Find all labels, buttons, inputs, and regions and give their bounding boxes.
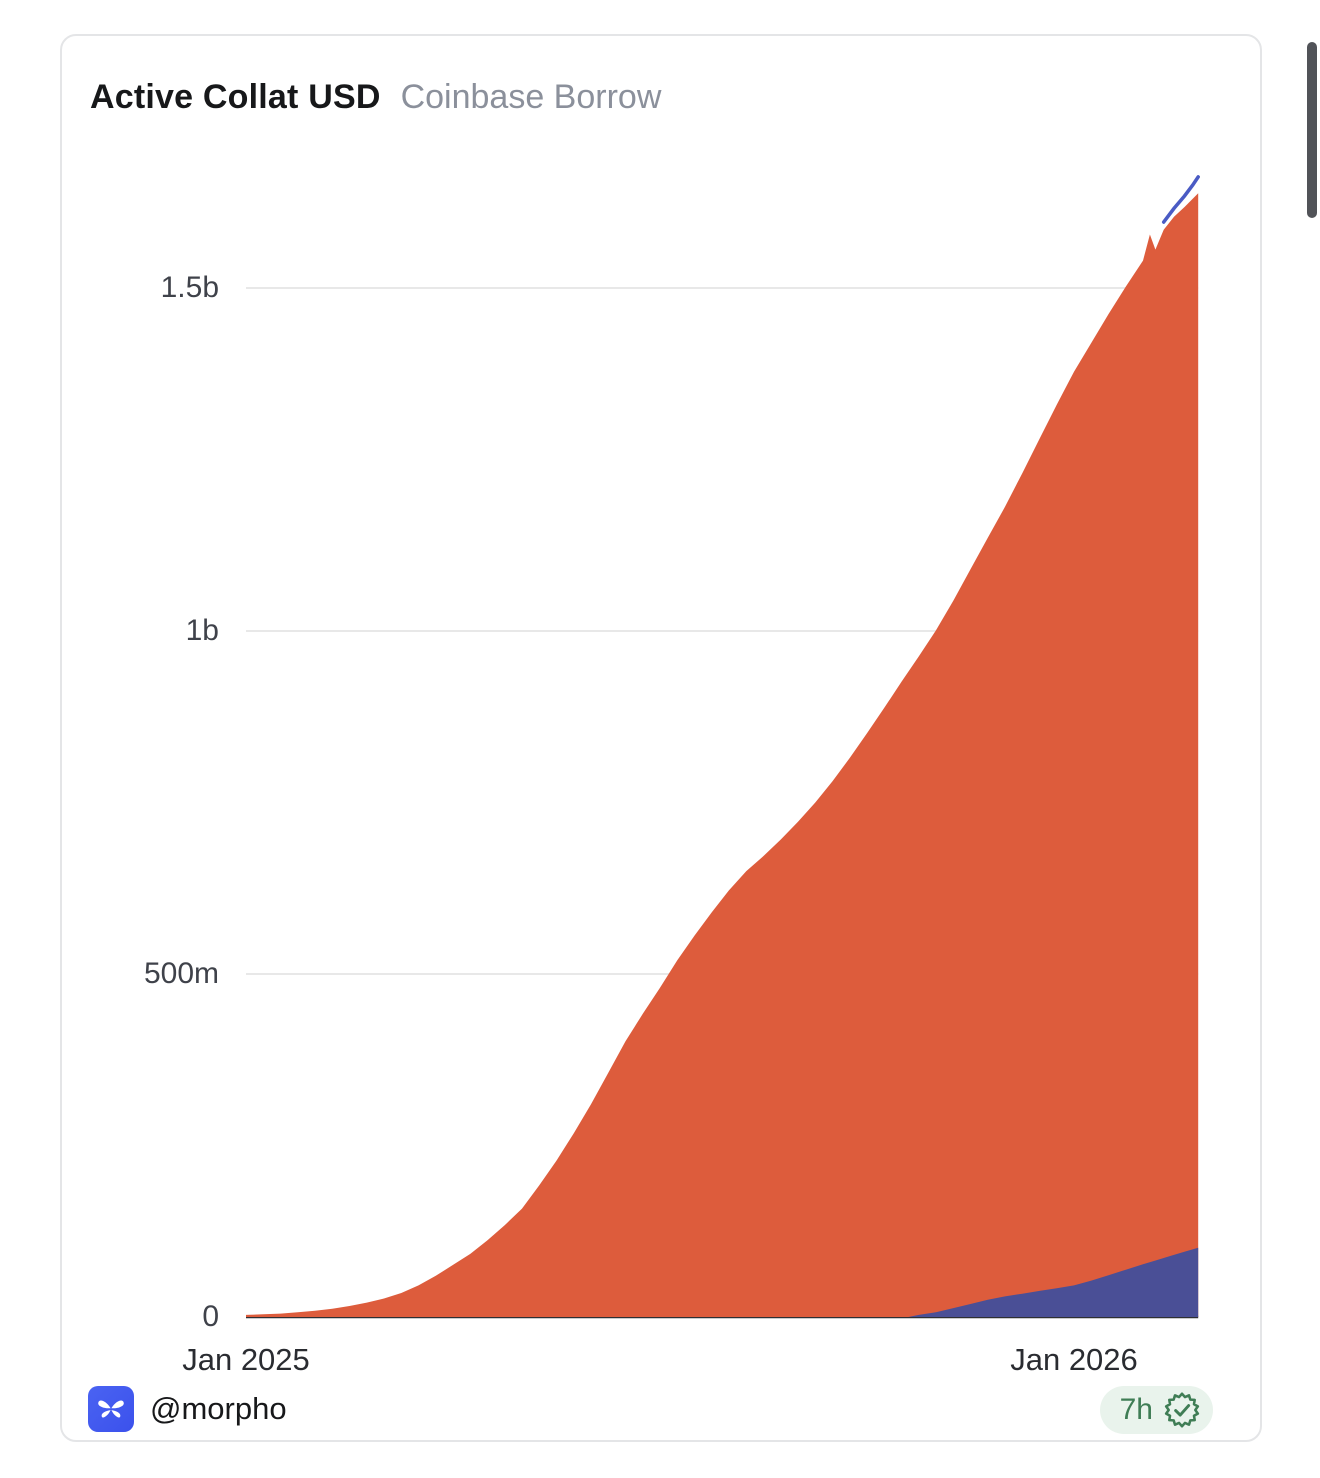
page-title: Active Collat USD [90,78,381,116]
chart-header: Active Collat USD Coinbase Borrow [90,78,661,117]
y-axis-label: 1b [185,614,219,647]
morpho-butterfly-icon [88,1386,134,1432]
y-axis-label: 1.5b [160,271,219,304]
scrollbar-thumb[interactable] [1307,42,1317,218]
author-handle[interactable]: @morpho [150,1391,287,1426]
y-axis-label: 0 [202,1300,219,1333]
chart-card[interactable]: Active Collat USD Coinbase Borrow 1.5b 1… [60,34,1262,1442]
chart-subtitle: Coinbase Borrow [400,78,662,116]
x-axis-label: Jan 2025 [182,1342,310,1377]
timestamp-text: 7h [1119,1393,1153,1426]
area-series-total [246,193,1199,1317]
area-series-secondary [908,1247,1199,1317]
timestamp-badge[interactable]: 7h [1099,1386,1213,1434]
verified-seal-icon [1164,1392,1200,1428]
x-axis-label: Jan 2026 [1010,1342,1138,1377]
chart-canvas [246,175,1200,1319]
author-row[interactable]: @morpho [88,1386,287,1432]
y-axis-label: 500m [143,957,219,990]
peak-highlight-line [1161,175,1200,224]
